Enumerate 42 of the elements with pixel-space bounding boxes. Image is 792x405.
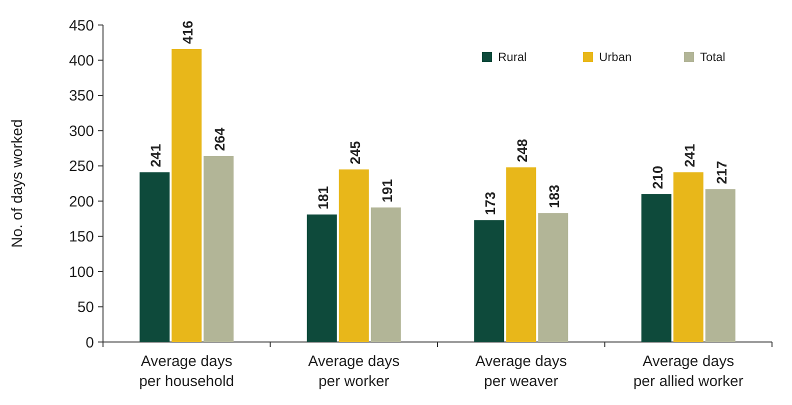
bar [474,220,504,342]
data-label: 217 [713,160,730,184]
bar [204,156,234,342]
y-tick-label: 300 [68,122,94,140]
data-label: 248 [514,138,530,162]
y-tick-label: 250 [68,158,94,176]
data-label: 210 [649,165,666,190]
legend-label: Total [700,50,726,64]
y-tick-label: 450 [68,17,94,34]
bar [673,172,704,342]
bar [641,194,672,342]
data-label: 241 [148,144,164,168]
data-label: 241 [681,144,698,168]
bar [705,189,736,342]
x-tick-label: Average days per allied worker [633,353,744,390]
y-tick-label: 50 [77,299,94,316]
y-tick-label: 100 [68,264,94,281]
bar [338,169,369,342]
x-tick-label: Average days per weaver [475,353,567,390]
data-label: 416 [180,20,196,44]
bar [370,207,401,342]
bar [506,167,536,342]
data-label: 245 [346,140,363,164]
x-tick-label: Average days per household [139,353,234,390]
data-label: 173 [482,192,498,216]
data-label: 191 [378,178,395,202]
x-tick-label: Average days per worker [308,353,400,390]
legend-label: Urban [599,50,632,64]
y-tick-label: 350 [68,88,94,105]
y-tick-label: 400 [68,52,94,70]
data-label: 264 [212,127,228,152]
data-label: 183 [546,184,562,208]
y-axis-title: No. of days worked [9,119,26,248]
data-label: 181 [314,186,331,210]
legend-label: Rural [498,50,527,64]
bar [306,214,337,342]
y-tick-label: 200 [68,193,94,210]
bar [172,48,202,342]
y-tick-label: 0 [86,334,94,352]
bar [140,172,170,342]
y-tick-label: 150 [68,228,94,246]
bar [538,213,568,342]
